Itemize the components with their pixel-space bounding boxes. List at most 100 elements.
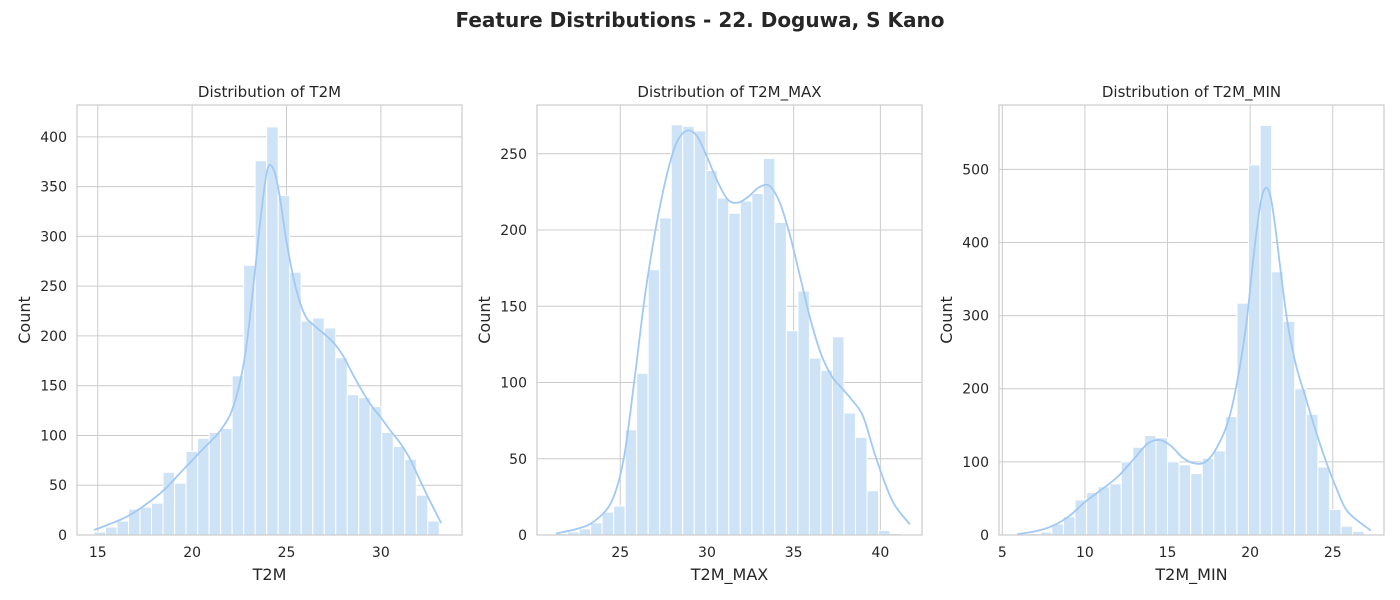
histogram-bar: [705, 170, 718, 536]
histogram-bar: [289, 271, 302, 536]
x-tick-label: 25: [278, 545, 296, 561]
histogram-bar: [1294, 388, 1307, 536]
histogram-bar: [335, 357, 348, 536]
histogram-bar: [636, 372, 649, 536]
y-tick-label: 0: [980, 528, 989, 544]
histogram-panel-2: 25 30 35 40 0 50 100 150 200 250 Distribution of T…: [475, 83, 923, 585]
x-tick-label: 40: [871, 545, 889, 561]
histogram-bar: [1236, 302, 1250, 536]
y-tick-label: 200: [500, 223, 527, 239]
kde-curve: [555, 129, 911, 535]
x-tick-label: 5: [998, 545, 1007, 561]
y-tick-label: 250: [500, 147, 527, 163]
y-tick-label: 150: [40, 379, 67, 395]
y-axis-label: Count: [937, 296, 956, 344]
axes-frame: [76, 104, 463, 536]
histogram-bar: [1201, 457, 1215, 536]
histogram-bar: [427, 520, 440, 536]
histogram-bar: [346, 394, 360, 536]
histogram-panel-1: 15 20 25 30050100150200250300350400Distribu…: [15, 83, 463, 584]
y-tick-label: 50: [49, 478, 67, 494]
histogram-bar: [878, 529, 891, 536]
histogram-bar: [659, 217, 672, 536]
axes-frame: [998, 104, 1385, 536]
histogram-bar: [854, 436, 868, 536]
histogram-panel-3: 5 10 15 20 25 0 100 200 300 400 500 Distribution of…: [937, 83, 1385, 585]
x-tick-label: 20: [183, 545, 201, 561]
histogram-bar: [312, 317, 325, 536]
histogram-bar: [728, 212, 741, 536]
histogram-bar: [116, 520, 130, 536]
y-axis-label: Count: [15, 296, 34, 344]
histogram-bar: [323, 327, 337, 536]
y-tick-label: 400: [40, 130, 67, 146]
histogram-bar: [151, 502, 164, 536]
y-tick-label: 300: [40, 229, 67, 245]
histogram-bar: [682, 125, 695, 536]
histogram-bar: [381, 431, 394, 536]
subplot-title: Distribution of T2M: [198, 83, 341, 101]
kde-curve: [1017, 186, 1372, 536]
histogram-bar: [624, 429, 638, 536]
histogram-bar: [392, 445, 406, 536]
histogram-bar: [831, 336, 845, 536]
x-axis-label: T2M: [252, 565, 287, 584]
histogram-bar: [693, 130, 707, 536]
histogram-bar: [1317, 466, 1330, 536]
x-tick-label: 10: [1076, 545, 1094, 561]
histogram-bar: [1224, 416, 1238, 536]
figure-title: Feature Distributions - 22. Doguwa, S Ka…: [455, 8, 945, 32]
histogram-bar: [174, 482, 187, 536]
x-tick-label: 30: [698, 545, 716, 561]
x-tick-label: 15: [89, 545, 107, 561]
histogram-bar: [1132, 446, 1145, 536]
y-tick-label: 200: [40, 329, 67, 345]
histogram-bar: [1155, 437, 1169, 536]
histogram-bar: [751, 192, 764, 536]
subplot-title: Distribution of T2M_MIN: [1102, 83, 1281, 102]
y-tick-label: 100: [962, 455, 989, 471]
histogram-bar: [1167, 461, 1180, 536]
x-tick-label: 15: [1159, 545, 1177, 561]
histogram-bar: [1213, 450, 1226, 536]
histogram-bar: [1190, 473, 1203, 536]
axes-frame: [536, 104, 923, 536]
y-tick-label: 100: [40, 428, 67, 444]
x-tick-label: 25: [1324, 545, 1342, 561]
y-axis-label: Count: [475, 296, 494, 344]
histogram-bar: [716, 197, 730, 536]
histogram-bar: [358, 397, 371, 536]
y-tick-label: 350: [40, 180, 67, 196]
x-tick-label: 20: [1241, 545, 1259, 561]
x-tick-label: 35: [785, 545, 803, 561]
histogram-bar: [300, 320, 314, 536]
histogram-bar: [139, 506, 153, 536]
y-tick-label: 150: [500, 299, 527, 315]
histogram-bar: [739, 200, 753, 536]
histogram-bar: [266, 126, 279, 536]
x-axis-label: T2M_MIN: [1154, 565, 1227, 585]
histogram-bar: [415, 494, 429, 536]
histogram-bar: [1271, 271, 1284, 536]
x-tick-label: 25: [611, 545, 629, 561]
histogram-bar: [590, 522, 603, 536]
y-tick-label: 300: [962, 309, 989, 325]
histogram-bar: [1328, 508, 1342, 536]
histogram-bar: [1178, 464, 1192, 536]
histogram-bar: [774, 221, 787, 536]
histogram-bar: [613, 505, 626, 536]
histogram-bar: [1109, 483, 1122, 536]
histogram-bar: [243, 264, 256, 536]
histogram-bar: [1143, 435, 1157, 536]
histogram-bar: [601, 511, 615, 536]
histogram-bar: [208, 431, 222, 536]
histogram-bar: [647, 269, 661, 536]
histogram-bar: [1120, 461, 1134, 536]
y-tick-label: 100: [500, 376, 527, 392]
histogram-bar: [231, 375, 245, 536]
histogram-bar: [785, 330, 799, 536]
histogram-bar: [104, 526, 118, 536]
y-tick-label: 500: [962, 162, 989, 178]
